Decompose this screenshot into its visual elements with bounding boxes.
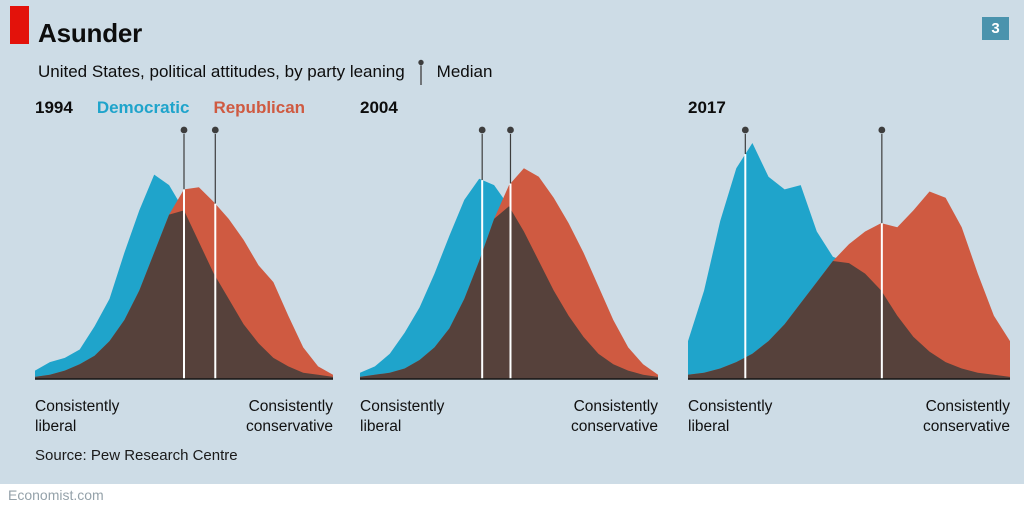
panel-2004-axis-labels: Consistently liberal Consistently conser… xyxy=(360,397,658,437)
axis-label-liberal: Consistently liberal xyxy=(688,398,773,435)
panel-1994-axis-labels: Consistently liberal Consistently conser… xyxy=(35,397,333,437)
median-marker-icon xyxy=(417,59,424,85)
republican_median-dot xyxy=(211,126,219,134)
axis-label-liberal: Consistently liberal xyxy=(35,398,120,435)
democratic_median-dot xyxy=(180,126,188,134)
axis-label-conservative: Consistently conservative xyxy=(570,398,658,435)
democratic_median-dot xyxy=(741,126,749,134)
panel-1994: 1994 Democratic Republican Consistently … xyxy=(35,98,333,437)
republican_median-dot xyxy=(878,126,886,134)
panel-2017-axis-labels: Consistently liberal Consistently conser… xyxy=(688,397,1010,437)
panel-2017: 2017 Consistently liberal Consistently c… xyxy=(688,98,1010,437)
legend-republican: Republican xyxy=(213,98,306,117)
year-label-2017: 2017 xyxy=(688,98,726,117)
overlap-area xyxy=(688,261,1010,379)
democratic_median-dot xyxy=(478,126,486,134)
panel-1994-header: 1994 Democratic Republican xyxy=(35,98,333,121)
panel-2004: 2004 Consistently liberal Consistently c… xyxy=(360,98,658,437)
economist-site-label: Economist.com xyxy=(8,487,104,503)
axis-label-conservative: Consistently conservative xyxy=(245,398,333,435)
panel-2004-header: 2004 xyxy=(360,98,658,121)
year-label-2004: 2004 xyxy=(360,98,398,117)
page-title: Asunder xyxy=(38,18,143,48)
overlap-area xyxy=(360,206,658,379)
legend-democratic: Democratic xyxy=(96,98,190,117)
chart-subtitle: United States, political attitudes, by p… xyxy=(38,62,405,81)
panel-2017-header: 2017 xyxy=(688,98,1010,121)
distribution-chart-2017 xyxy=(688,126,1010,380)
chart-subtitle-row: United States, political attitudes, by p… xyxy=(38,58,492,86)
brand-red-tab xyxy=(10,6,29,44)
republican_median-dot xyxy=(507,126,514,134)
distribution-chart-1994 xyxy=(35,126,333,380)
democratic-area xyxy=(688,143,1010,379)
median-legend-label: Median xyxy=(436,62,493,81)
distribution-chart-2004 xyxy=(360,126,658,380)
axis-label-conservative: Consistently conservative xyxy=(922,398,1010,435)
source-note: Source: Pew Research Centre xyxy=(35,447,238,464)
year-label-1994: 1994 xyxy=(35,98,73,117)
axis-label-liberal: Consistently liberal xyxy=(360,398,445,435)
page-number-badge: 3 xyxy=(982,17,1009,40)
